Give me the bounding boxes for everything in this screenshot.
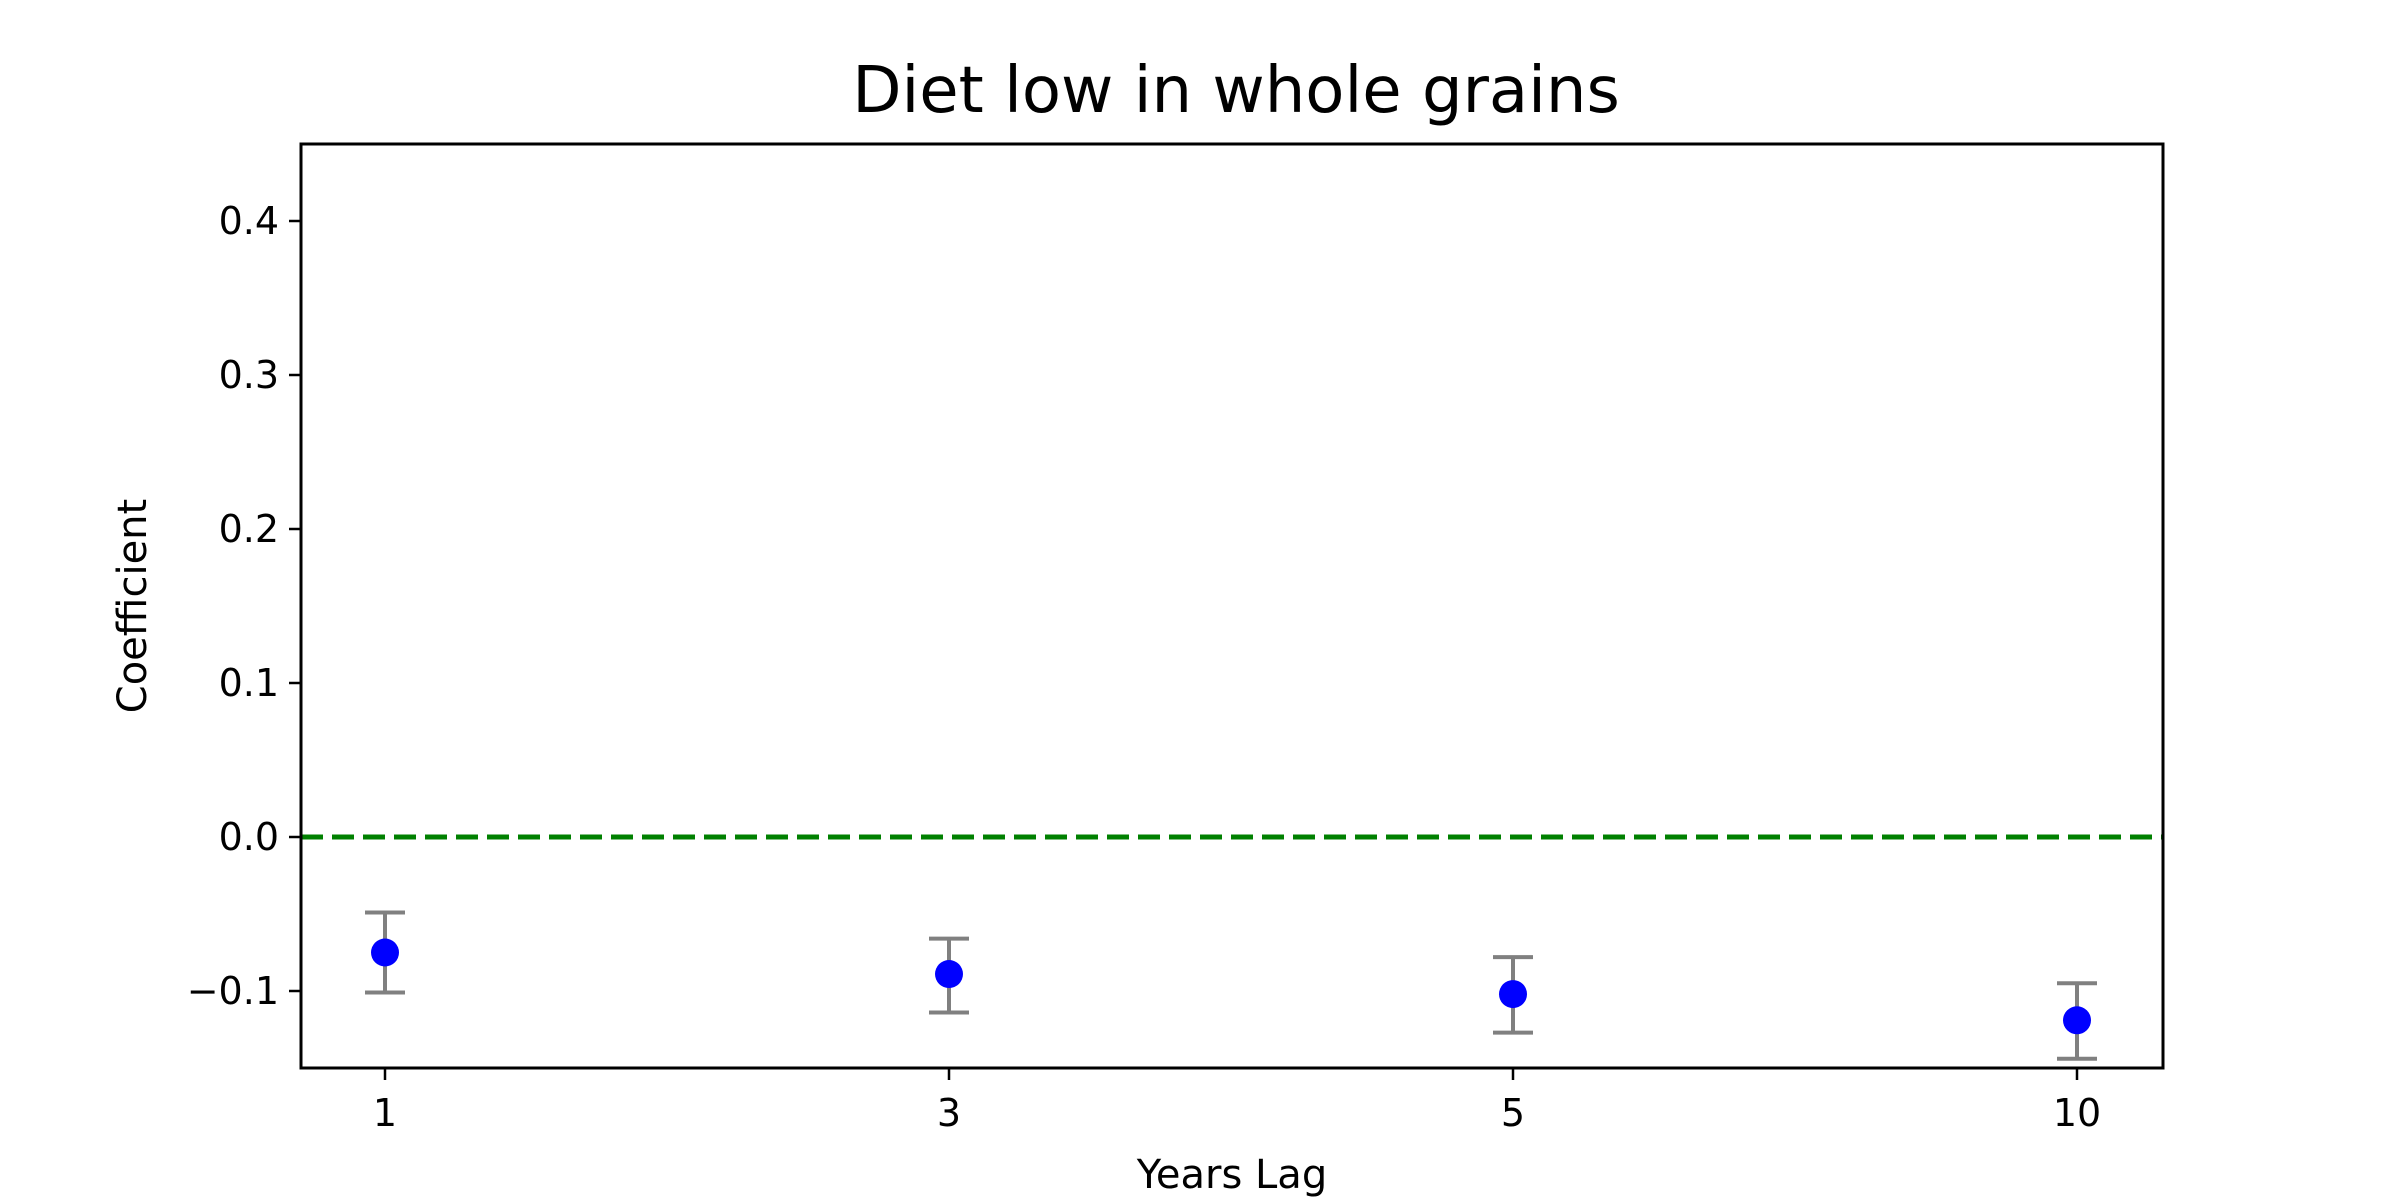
x-axis-label: Years Lag (1136, 1152, 1327, 1198)
data-point-group (365, 910, 405, 995)
plot-area (301, 834, 2163, 1061)
data-point-group (929, 936, 969, 1015)
y-tick-label: 0.4 (219, 199, 279, 243)
y-tick-label: 0.1 (219, 661, 279, 705)
x-tick-label: 3 (937, 1091, 961, 1135)
x-tick-label: 5 (1501, 1091, 1525, 1135)
y-tick-label: 0.0 (219, 815, 279, 859)
data-point (935, 960, 963, 989)
chart-title: Diet low in whole grains (852, 54, 1620, 128)
y-tick-label: −0.1 (187, 969, 279, 1013)
data-point (2063, 1006, 2091, 1035)
data-point-group (1493, 955, 1533, 1035)
y-tick-label: 0.2 (219, 507, 279, 551)
data-point-group (2057, 981, 2097, 1061)
x-tick-label: 10 (2053, 1091, 2101, 1135)
y-tick-label: 0.3 (219, 353, 279, 397)
x-tick-label: 1 (373, 1091, 397, 1135)
axes-frame (299, 142, 2165, 1070)
data-point (1499, 980, 1527, 1009)
y-axis-label: Coefficient (110, 499, 156, 713)
y-axis: −0.1 0.0 0.1 0.2 0.3 0.4 (187, 199, 301, 1013)
x-axis: 1 3 5 10 (373, 1068, 2101, 1135)
data-point (371, 938, 399, 967)
